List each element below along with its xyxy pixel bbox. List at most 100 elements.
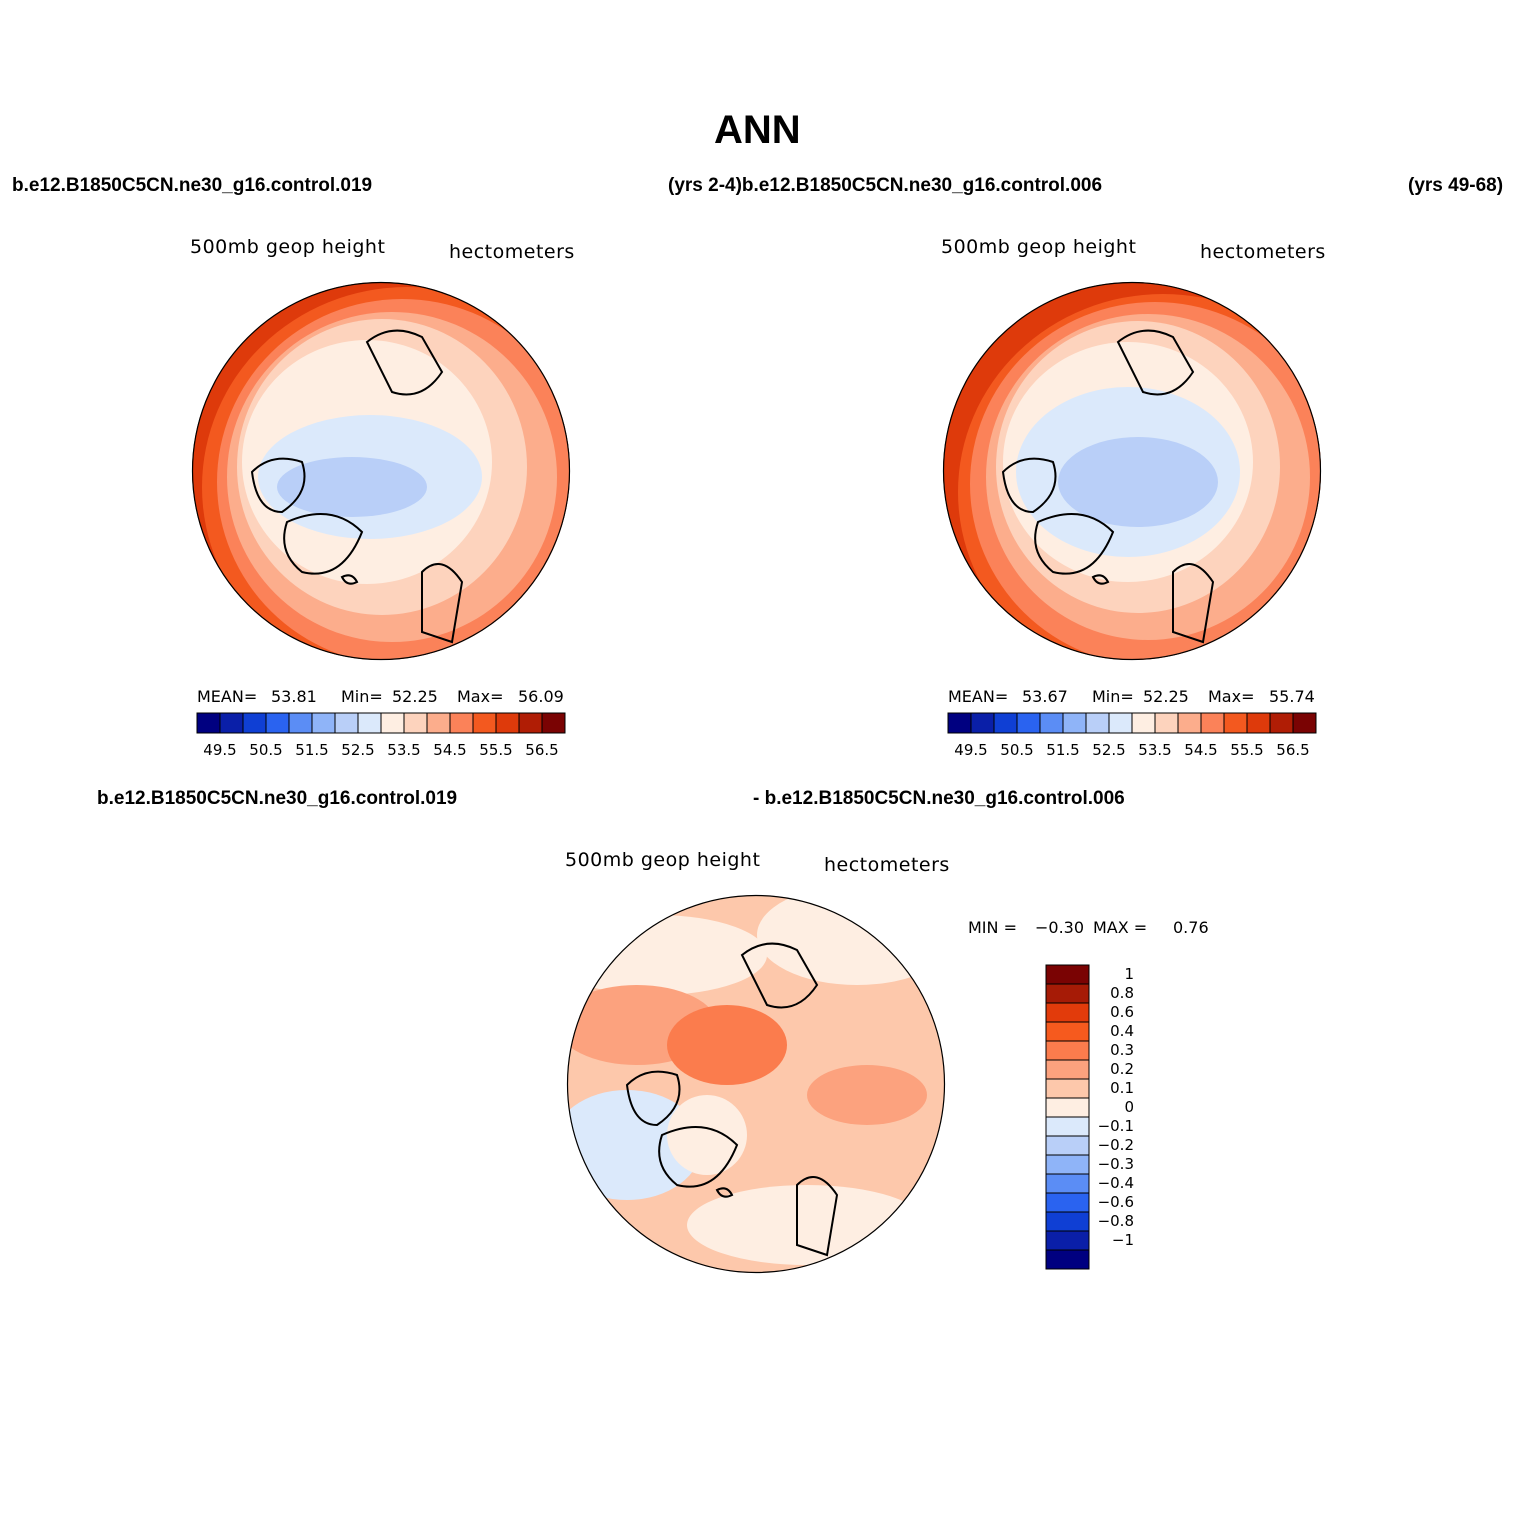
- colorbar-tick-label: 51.5: [295, 741, 328, 759]
- colorbar-tick-label: 50.5: [1000, 741, 1033, 759]
- map-border: [942, 281, 1322, 661]
- colorbar-swatch: [1045, 1249, 1090, 1270]
- panel1-mean-value: 53.81: [271, 687, 317, 706]
- panel2-max-value: 55.74: [1269, 687, 1315, 706]
- colorbar-swatch: [1177, 712, 1202, 734]
- panel3-min-label: MIN =: [968, 918, 1017, 937]
- panel1-units: hectometers: [449, 241, 575, 263]
- colorbar-swatch: [426, 712, 451, 734]
- colorbar-swatch: [495, 712, 520, 734]
- colorbar-tick-label: 52.5: [341, 741, 374, 759]
- colorbar-tick-label: −0.6: [1098, 1193, 1134, 1211]
- colorbar-swatch: [288, 712, 313, 734]
- colorbar-swatch: [1045, 983, 1090, 1004]
- coastlines: [250, 329, 464, 644]
- colorbar-swatch: [1045, 1211, 1090, 1232]
- panel2-max-label: Max=: [1208, 687, 1255, 706]
- colorbar-swatch: [311, 712, 336, 734]
- panel3-min-value: −0.30: [1035, 918, 1085, 937]
- colorbar-swatch: [993, 712, 1018, 734]
- colorbar-swatch: [947, 712, 972, 734]
- panel1-min-value: 52.25: [392, 687, 438, 706]
- colorbar-tick-label: 1: [1124, 965, 1134, 983]
- colorbar-tick-label: −0.4: [1098, 1174, 1134, 1192]
- panel3-max-value: 0.76: [1173, 918, 1209, 937]
- colorbar-tick-label: −0.8: [1098, 1212, 1134, 1230]
- case-label-right: (yrs 49-68): [1408, 175, 1504, 196]
- colorbar-swatch: [518, 712, 543, 734]
- colorbar-tick-label: −1: [1112, 1231, 1134, 1249]
- colorbar-swatch: [1062, 712, 1087, 734]
- contour-band: [567, 915, 767, 995]
- colorbar-tick-label: −0.3: [1098, 1155, 1134, 1173]
- colorbar-swatch: [1045, 1230, 1090, 1251]
- colorbar-swatch: [1131, 712, 1156, 734]
- colorbar-swatch: [1016, 712, 1041, 734]
- contour-band: [667, 1095, 747, 1175]
- panel3-colorbar: 10.80.60.40.30.20.10−0.1−0.2−0.3−0.4−0.6…: [1045, 964, 1134, 1270]
- panel2-units: hectometers: [1200, 241, 1326, 263]
- colorbar-swatch: [1045, 1154, 1090, 1175]
- colorbar-tick-label: 55.5: [1230, 741, 1263, 759]
- colorbar-swatch: [1154, 712, 1179, 734]
- colorbar-swatch: [1039, 712, 1064, 734]
- colorbar-tick-label: 56.5: [525, 741, 558, 759]
- panel3-difference-map: [566, 894, 946, 1274]
- colorbar-tick-label: 53.5: [1138, 741, 1171, 759]
- map-border: [191, 281, 571, 661]
- colorbar-swatch: [219, 712, 244, 734]
- colorbar-tick-label: 49.5: [203, 741, 236, 759]
- contour-band: [1058, 437, 1218, 527]
- colorbar-swatch: [970, 712, 995, 734]
- panel2-mean-label: MEAN=: [948, 687, 1009, 706]
- colorbar-swatch: [1045, 1021, 1090, 1042]
- colorbar-swatch: [1108, 712, 1133, 734]
- colorbar-tick-label: 50.5: [249, 741, 282, 759]
- colorbar-tick-label: 54.5: [433, 741, 466, 759]
- colorbar-swatch: [472, 712, 497, 734]
- colorbar-swatch: [1045, 1040, 1090, 1061]
- contour-band: [667, 1005, 787, 1085]
- colorbar-swatch: [1292, 712, 1317, 734]
- colorbar-swatch: [1045, 1116, 1090, 1137]
- colorbar-tick-label: 0.1: [1110, 1079, 1134, 1097]
- figure-title: ANN: [714, 108, 801, 152]
- colorbar-swatch: [334, 712, 359, 734]
- case-label-left: b.e12.B1850C5CN.ne30_g16.control.019: [12, 175, 373, 196]
- contour-band: [807, 1065, 927, 1125]
- panel2-min-label: Min=: [1092, 687, 1134, 706]
- colorbar-swatch: [1045, 1078, 1090, 1099]
- colorbar-swatch: [242, 712, 267, 734]
- colorbar-swatch: [1045, 1173, 1090, 1194]
- colorbar-tick-label: 54.5: [1184, 741, 1217, 759]
- colorbar-tick-label: −0.2: [1098, 1136, 1134, 1154]
- colorbar-swatch: [1200, 712, 1225, 734]
- colorbar-tick-label: 55.5: [479, 741, 512, 759]
- colorbar-tick-label: 0.4: [1110, 1022, 1134, 1040]
- colorbar-swatch: [1269, 712, 1294, 734]
- map-border: [566, 894, 946, 1274]
- colorbar-tick-label: −0.1: [1098, 1117, 1134, 1135]
- contour-band: [277, 457, 427, 517]
- colorbar-swatch: [196, 712, 221, 734]
- panel3-variable: 500mb geop height: [565, 849, 761, 871]
- panel1-max-value: 56.09: [518, 687, 564, 706]
- panel2-variable: 500mb geop height: [941, 236, 1137, 258]
- colorbar-swatch: [380, 712, 405, 734]
- panel3-max-label: MAX =: [1093, 918, 1148, 937]
- case-label-mid: (yrs 2-4)b.e12.B1850C5CN.ne30_g16.contro…: [668, 175, 1103, 196]
- panel2-polar-map: [942, 281, 1322, 661]
- colorbar-swatch: [403, 712, 428, 734]
- colorbar-tick-label: 0.6: [1110, 1003, 1134, 1021]
- panel3-units: hectometers: [824, 854, 950, 876]
- colorbar-tick-label: 0.8: [1110, 984, 1134, 1002]
- panel1-max-label: Max=: [457, 687, 504, 706]
- colorbar-swatch: [1045, 964, 1090, 985]
- colorbar-swatch: [357, 712, 382, 734]
- colorbar-swatch: [1085, 712, 1110, 734]
- contour-band: [757, 895, 945, 985]
- colorbar-swatch: [1045, 1135, 1090, 1156]
- colorbar-tick-label: 0.3: [1110, 1041, 1134, 1059]
- panel2-colorbar: 49.5 50.5 51.5 52.5 53.5 54.5 55.5 56.5: [947, 712, 1317, 759]
- panel1-min-label: Min=: [341, 687, 383, 706]
